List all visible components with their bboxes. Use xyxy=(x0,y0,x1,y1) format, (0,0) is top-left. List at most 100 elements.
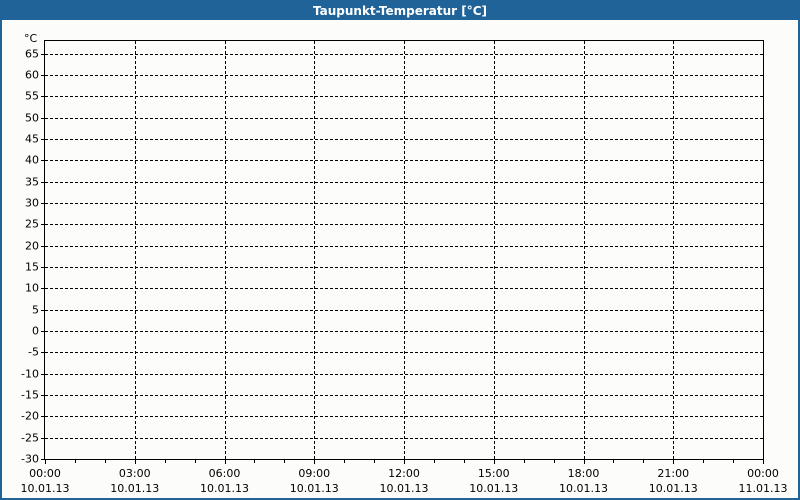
gridline-horizontal xyxy=(45,160,763,162)
x-axis-tick-major xyxy=(314,459,316,464)
gridline-horizontal xyxy=(45,373,763,375)
title-bar: Taupunkt-Temperatur [°C] xyxy=(2,2,798,20)
y-axis-tick-label: -5 xyxy=(28,345,39,359)
x-axis-tick-major xyxy=(583,459,585,464)
plot-region: °C 65 60 55 50 45 40 35 30 25 20 15 10 5 0 -5 -10 -15 -20… xyxy=(2,20,798,498)
x-axis-tick-label-date: 10.01.13 xyxy=(200,482,249,495)
y-axis-tick-label: 20 xyxy=(25,239,39,253)
y-axis-tick xyxy=(41,267,45,269)
x-axis-tick-label: 12:00 10.01.13 xyxy=(380,466,429,496)
y-axis-tick xyxy=(41,117,45,119)
x-axis-tick-label-time: 21:00 xyxy=(657,467,690,480)
gridline-horizontal xyxy=(45,181,763,183)
y-axis-tick-label: -10 xyxy=(21,367,39,381)
y-axis-tick xyxy=(41,352,45,354)
x-axis-tick-label-date: 10.01.13 xyxy=(469,482,519,495)
x-axis-tick-label-time: 06:00 xyxy=(208,467,241,480)
x-axis-tick-major xyxy=(224,459,226,464)
x-axis-tick-major xyxy=(763,459,764,464)
y-axis-tick-label: 30 xyxy=(25,196,39,210)
y-axis-tick xyxy=(41,437,45,439)
y-axis-tick xyxy=(41,181,45,183)
gridline-horizontal xyxy=(45,352,763,354)
y-axis-tick xyxy=(41,459,45,460)
x-axis-tick-label-date: 10.01.13 xyxy=(379,482,429,495)
y-axis-tick xyxy=(41,395,45,397)
gridline-horizontal xyxy=(45,267,763,269)
y-axis-tick xyxy=(41,331,45,333)
y-axis-tick xyxy=(41,203,45,205)
y-axis-tick xyxy=(41,53,45,55)
x-axis-tick-label-time: 12:00 xyxy=(388,467,420,480)
x-axis-tick-minor xyxy=(344,459,346,463)
x-axis-tick-minor xyxy=(733,459,735,463)
x-axis-tick-minor xyxy=(643,459,645,463)
x-axis-tick-label-date: 10.01.13 xyxy=(559,482,608,495)
y-axis-tick-label: 55 xyxy=(25,89,39,103)
y-axis-tick xyxy=(41,96,45,98)
y-axis-tick xyxy=(41,288,45,290)
x-axis-tick-minor xyxy=(164,459,166,463)
x-axis-tick-label-time: 15:00 xyxy=(477,467,510,480)
gridline-vertical xyxy=(583,41,585,459)
x-axis-tick-major xyxy=(673,459,675,464)
y-axis-tick-label: 40 xyxy=(25,153,39,167)
x-axis-tick-label: 09:00 10.01.13 xyxy=(290,466,339,496)
x-axis-tick-minor xyxy=(374,459,376,463)
gridline-horizontal xyxy=(45,245,763,247)
x-axis-tick-minor xyxy=(463,459,465,463)
gridline-horizontal xyxy=(45,437,763,439)
x-axis-tick-label-time: 03:00 xyxy=(118,467,151,480)
y-axis-tick-label: 5 xyxy=(32,303,39,317)
y-axis-tick-label: 50 xyxy=(25,111,39,125)
gridline-horizontal xyxy=(45,331,763,333)
y-axis-tick-label: -25 xyxy=(21,431,39,445)
x-axis-tick-label-date: 10.01.13 xyxy=(289,482,339,495)
x-axis-tick-minor xyxy=(74,459,76,463)
x-axis-tick-label: 21:00 10.01.13 xyxy=(649,466,698,496)
x-axis-tick-label-time: 00:00 xyxy=(29,467,61,480)
x-axis-tick-minor xyxy=(104,459,106,463)
gridline-vertical xyxy=(314,41,316,459)
gridline-vertical xyxy=(134,41,136,459)
x-axis-tick-label: 00:00 11.01.13 xyxy=(739,466,788,496)
y-axis-tick-label: -20 xyxy=(21,409,39,423)
y-axis-tick xyxy=(41,160,45,162)
gridline-vertical xyxy=(224,41,226,459)
gridline-horizontal xyxy=(45,53,763,55)
y-axis-tick-label: 15 xyxy=(25,260,39,274)
gridline-vertical xyxy=(493,41,495,459)
x-axis-tick-minor xyxy=(254,459,256,463)
gridline-horizontal xyxy=(45,395,763,397)
x-axis-tick-label-time: 00:00 xyxy=(747,467,779,480)
y-axis-tick xyxy=(41,309,45,311)
y-axis-tick xyxy=(41,416,45,418)
x-axis-tick-label: 15:00 10.01.13 xyxy=(469,466,518,496)
y-axis-tick-label: 65 xyxy=(25,47,39,61)
x-axis-tick-label-date: 11.01.13 xyxy=(738,482,788,495)
gridline-horizontal xyxy=(45,117,763,119)
x-axis-tick-major xyxy=(404,459,405,464)
y-axis-tick-label: 35 xyxy=(25,175,39,189)
x-axis-tick-label: 18:00 10.01.13 xyxy=(559,466,608,496)
y-axis-tick-label: 60 xyxy=(25,68,39,82)
y-axis-tick xyxy=(41,373,45,375)
x-axis-tick-minor xyxy=(553,459,555,463)
y-axis-tick-label: -30 xyxy=(21,452,39,466)
x-axis-tick-label: 00:00 10.01.13 xyxy=(21,466,70,496)
y-axis-tick-label: 0 xyxy=(32,324,39,338)
y-axis-tick xyxy=(41,75,45,77)
gridline-horizontal xyxy=(45,75,763,77)
y-axis-tick xyxy=(41,245,45,247)
x-axis-tick-minor xyxy=(433,459,435,463)
y-axis-tick-label: -15 xyxy=(21,388,39,402)
plot-axes-box: 65 60 55 50 45 40 35 30 25 20 15 10 5 0 -5 -10 -15 -20 -25… xyxy=(21,40,787,495)
gridline-horizontal xyxy=(45,416,763,418)
x-axis-tick-label-date: 10.01.13 xyxy=(20,482,70,495)
gridline-horizontal xyxy=(45,309,763,311)
x-axis-tick-minor xyxy=(703,459,705,463)
x-axis-tick-label-date: 10.01.13 xyxy=(110,482,160,495)
y-axis-tick-label: 45 xyxy=(25,132,39,146)
x-axis-tick-major xyxy=(45,459,46,464)
